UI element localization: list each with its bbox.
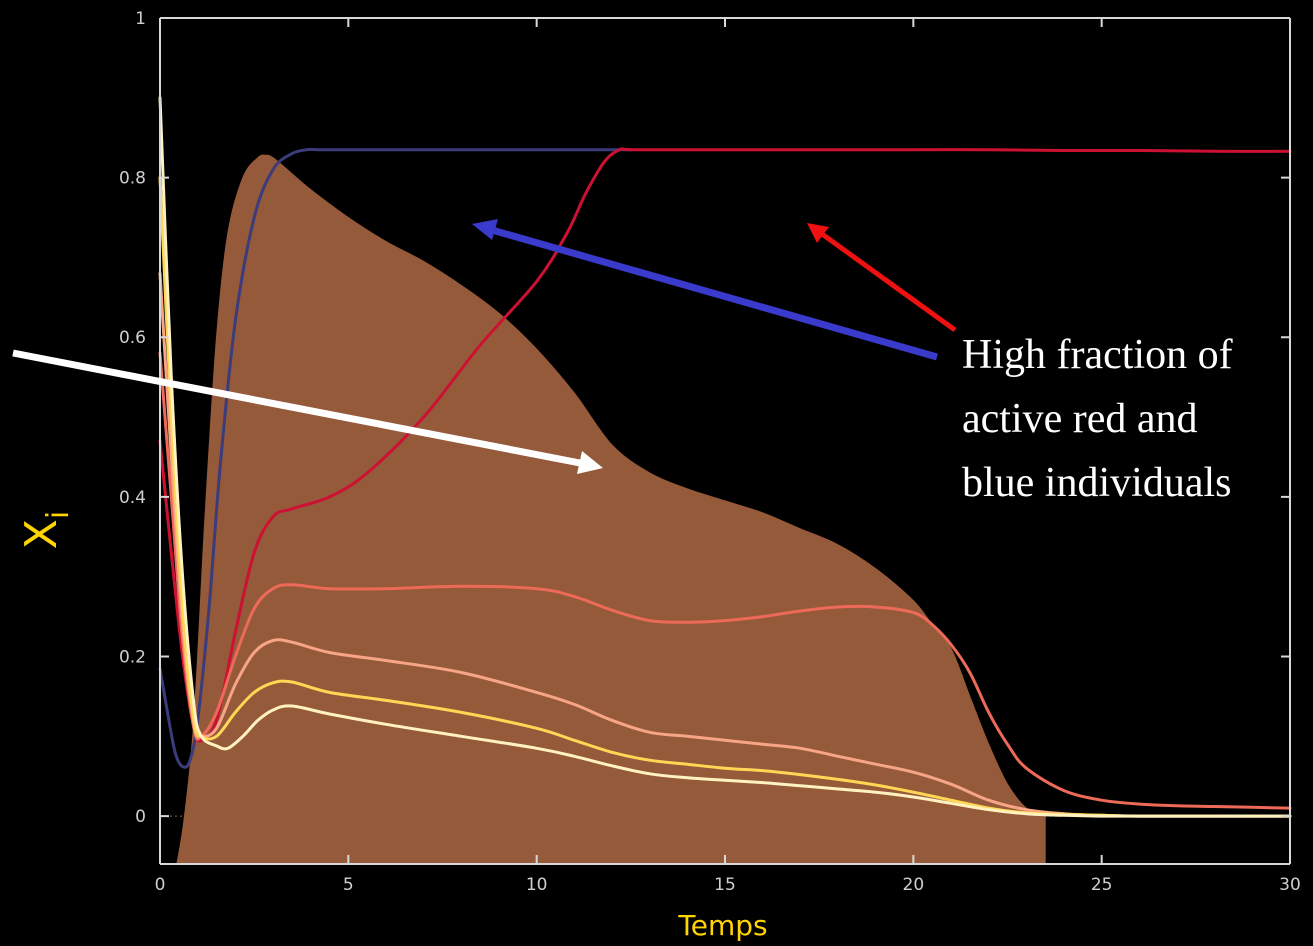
annotation-line-3: blue individuals	[962, 460, 1231, 506]
x-tick-label: 0	[155, 875, 166, 895]
y-tick-label: 0.6	[119, 328, 146, 348]
blue-arrow-head	[472, 219, 498, 240]
y-tick-label: 0.2	[119, 647, 146, 667]
x-tick-label: 25	[1091, 875, 1113, 895]
x-tick-label: 15	[714, 875, 736, 895]
blue-arrow	[491, 226, 938, 361]
red-arrow-head	[807, 223, 829, 243]
red-arrow	[820, 231, 957, 333]
x-tick-label: 20	[903, 875, 925, 895]
tick-layer: 0 5 10 15 20 25 30 0 0.2 0.4 0.6 0.8 1	[119, 9, 1301, 895]
svg-text:Xi: Xi	[16, 511, 76, 550]
x-axis-title: Temps	[677, 909, 767, 942]
series-line-6	[158, 96, 1292, 818]
y-axis-title-main: X	[16, 519, 67, 549]
annotation-arrows	[12, 219, 957, 474]
x-tick-label: 30	[1279, 875, 1301, 895]
y-axis-title: Xi	[16, 511, 76, 550]
series-layer	[158, 96, 1292, 818]
annotation-line-2: active red and	[962, 396, 1198, 442]
series-line-3	[158, 351, 1292, 810]
y-tick-label: 0	[135, 807, 146, 827]
y-tick-label: 0.4	[119, 488, 146, 508]
x-tick-label: 5	[343, 875, 354, 895]
white-arrow	[12, 349, 581, 467]
annotation-text: High fraction of active red and blue ind…	[962, 332, 1233, 506]
x-tick-label: 10	[526, 875, 548, 895]
y-tick-label: 0.8	[119, 169, 146, 189]
annotation-line-1: High fraction of	[962, 332, 1233, 378]
y-tick-label: 1	[135, 9, 146, 29]
series-line-1	[158, 147, 633, 769]
white-arrow-head	[577, 451, 603, 474]
y-axis-title-sub: i	[41, 511, 76, 519]
